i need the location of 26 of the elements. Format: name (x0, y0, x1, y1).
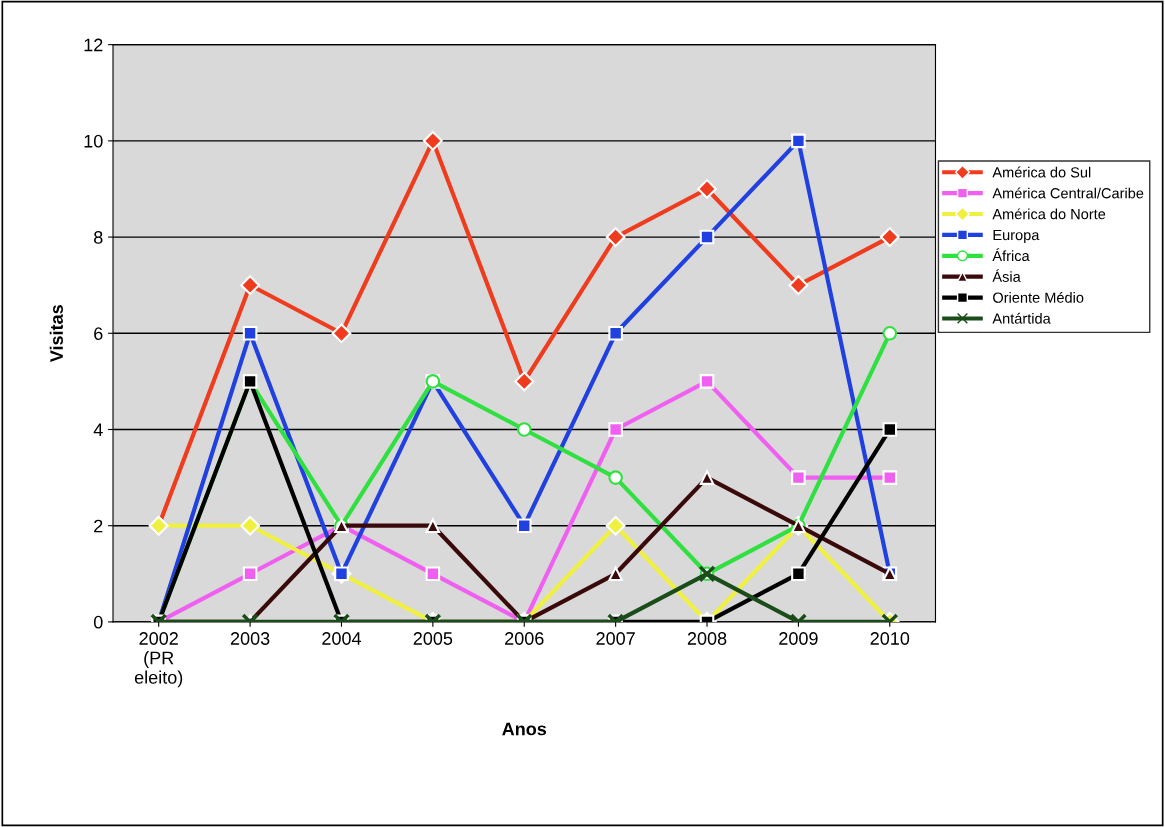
legend-label: África (992, 248, 1030, 262)
legend-label: América do Sul (992, 166, 1091, 178)
legend-label: América do Norte (992, 208, 1106, 220)
legend-label: Ásia (992, 269, 1021, 282)
y-tick-label: 6 (94, 327, 103, 340)
legend-label: Antártida (992, 312, 1051, 324)
legend-label: América Central/Caribe (992, 187, 1144, 199)
x-tick-label: 2002 (PR eleito) (134, 632, 183, 688)
x-tick-label: 2004 (322, 632, 362, 645)
x-tick-label: 2007 (596, 632, 635, 645)
legend-label: Oriente Médio (993, 291, 1084, 303)
y-tick-label: 2 (94, 519, 103, 533)
x-tick-label: 2009 (779, 632, 818, 645)
x-tick-label: 2005 (413, 632, 453, 645)
x-tick-label: 2008 (687, 632, 727, 645)
x-tick-label: 2003 (230, 632, 270, 645)
y-tick-label: 12 (84, 38, 103, 52)
y-tick-label: 8 (94, 231, 103, 244)
x-tick-label: 2010 (870, 632, 910, 645)
x-axis-title: Anos (502, 722, 547, 736)
y-axis-title: Visitas (49, 305, 63, 363)
y-tick-label: 4 (93, 423, 103, 437)
x-tick-label: 2006 (505, 632, 544, 645)
y-tick-label: 0 (93, 615, 103, 629)
y-tick-label: 10 (84, 134, 103, 148)
legend-label: Europa (993, 229, 1040, 244)
